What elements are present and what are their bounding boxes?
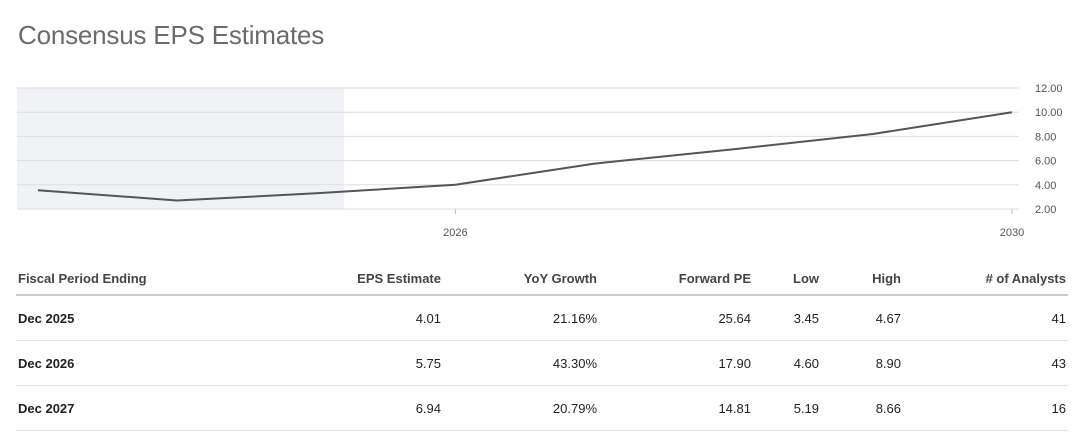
column-header-analysts: # of Analysts [903, 262, 1068, 296]
cell-low: 4.60 [753, 340, 821, 386]
cell-fiscal-period: Dec 2025 [16, 295, 248, 341]
cell-high: 4.67 [821, 295, 903, 341]
cell-forward-pe: 17.90 [599, 340, 753, 386]
cell-analysts: 41 [903, 295, 1068, 341]
table-row: Dec 2026 5.75 43.30% 17.90 4.60 8.90 43 [16, 340, 1068, 386]
y-tick-label: 12.00 [1035, 83, 1063, 95]
cell-eps-estimate: 6.94 [248, 385, 443, 431]
cell-fiscal-period: Dec 2027 [16, 385, 248, 431]
cell-eps-estimate: 4.01 [248, 295, 443, 341]
column-header-fiscal-period: Fiscal Period Ending [16, 262, 248, 296]
chart-series [37, 111, 1013, 202]
cell-yoy-growth: 43.30% [443, 340, 599, 386]
y-tick-label: 10.00 [1035, 107, 1063, 119]
column-header-forward-pe: Forward PE [599, 262, 753, 296]
historical-shaded-region [17, 88, 345, 209]
y-axis: 2.00 4.00 6.00 8.00 10.00 12.00 [1035, 83, 1063, 216]
eps-estimates-table: Fiscal Period Ending EPS Estimate YoY Gr… [16, 262, 1068, 431]
cell-forward-pe: 14.81 [599, 385, 753, 431]
y-tick-label: 2.00 [1035, 204, 1056, 216]
x-tick-label: 2030 [1000, 227, 1024, 239]
column-header-high: High [821, 262, 903, 296]
cell-forward-pe: 25.64 [599, 295, 753, 341]
cell-fiscal-period: Dec 2026 [16, 340, 248, 386]
column-header-yoy-growth: YoY Growth [443, 262, 599, 296]
cell-high: 8.66 [821, 385, 903, 431]
table-header-row: Fiscal Period Ending EPS Estimate YoY Gr… [16, 262, 1068, 296]
x-tick-label: 2026 [443, 227, 467, 239]
y-tick-label: 8.00 [1035, 131, 1056, 143]
y-tick-label: 6.00 [1035, 156, 1056, 168]
cell-low: 3.45 [753, 295, 821, 341]
table-row: Dec 2027 6.94 20.79% 14.81 5.19 8.66 16 [16, 385, 1068, 431]
column-header-low: Low [753, 262, 821, 296]
cell-yoy-growth: 20.79% [443, 385, 599, 431]
chart-gridlines [17, 87, 1019, 210]
cell-low: 5.19 [753, 385, 821, 431]
cell-high: 8.90 [821, 340, 903, 386]
eps-line-chart: 2026 2030 2.00 4.00 6.00 8.00 10.00 12.00 [17, 83, 1063, 239]
x-axis: 2026 2030 [443, 209, 1024, 239]
cell-analysts: 16 [903, 385, 1068, 431]
cell-yoy-growth: 21.16% [443, 295, 599, 341]
chart-title: Consensus EPS Estimates [18, 20, 325, 50]
table-row: Dec 2025 4.01 21.16% 25.64 3.45 4.67 41 [16, 295, 1068, 341]
cell-analysts: 43 [903, 340, 1068, 386]
cell-eps-estimate: 5.75 [248, 340, 443, 386]
column-header-eps-estimate: EPS Estimate [248, 262, 443, 296]
y-tick-label: 4.00 [1035, 180, 1056, 192]
eps-series-line [37, 111, 1013, 202]
